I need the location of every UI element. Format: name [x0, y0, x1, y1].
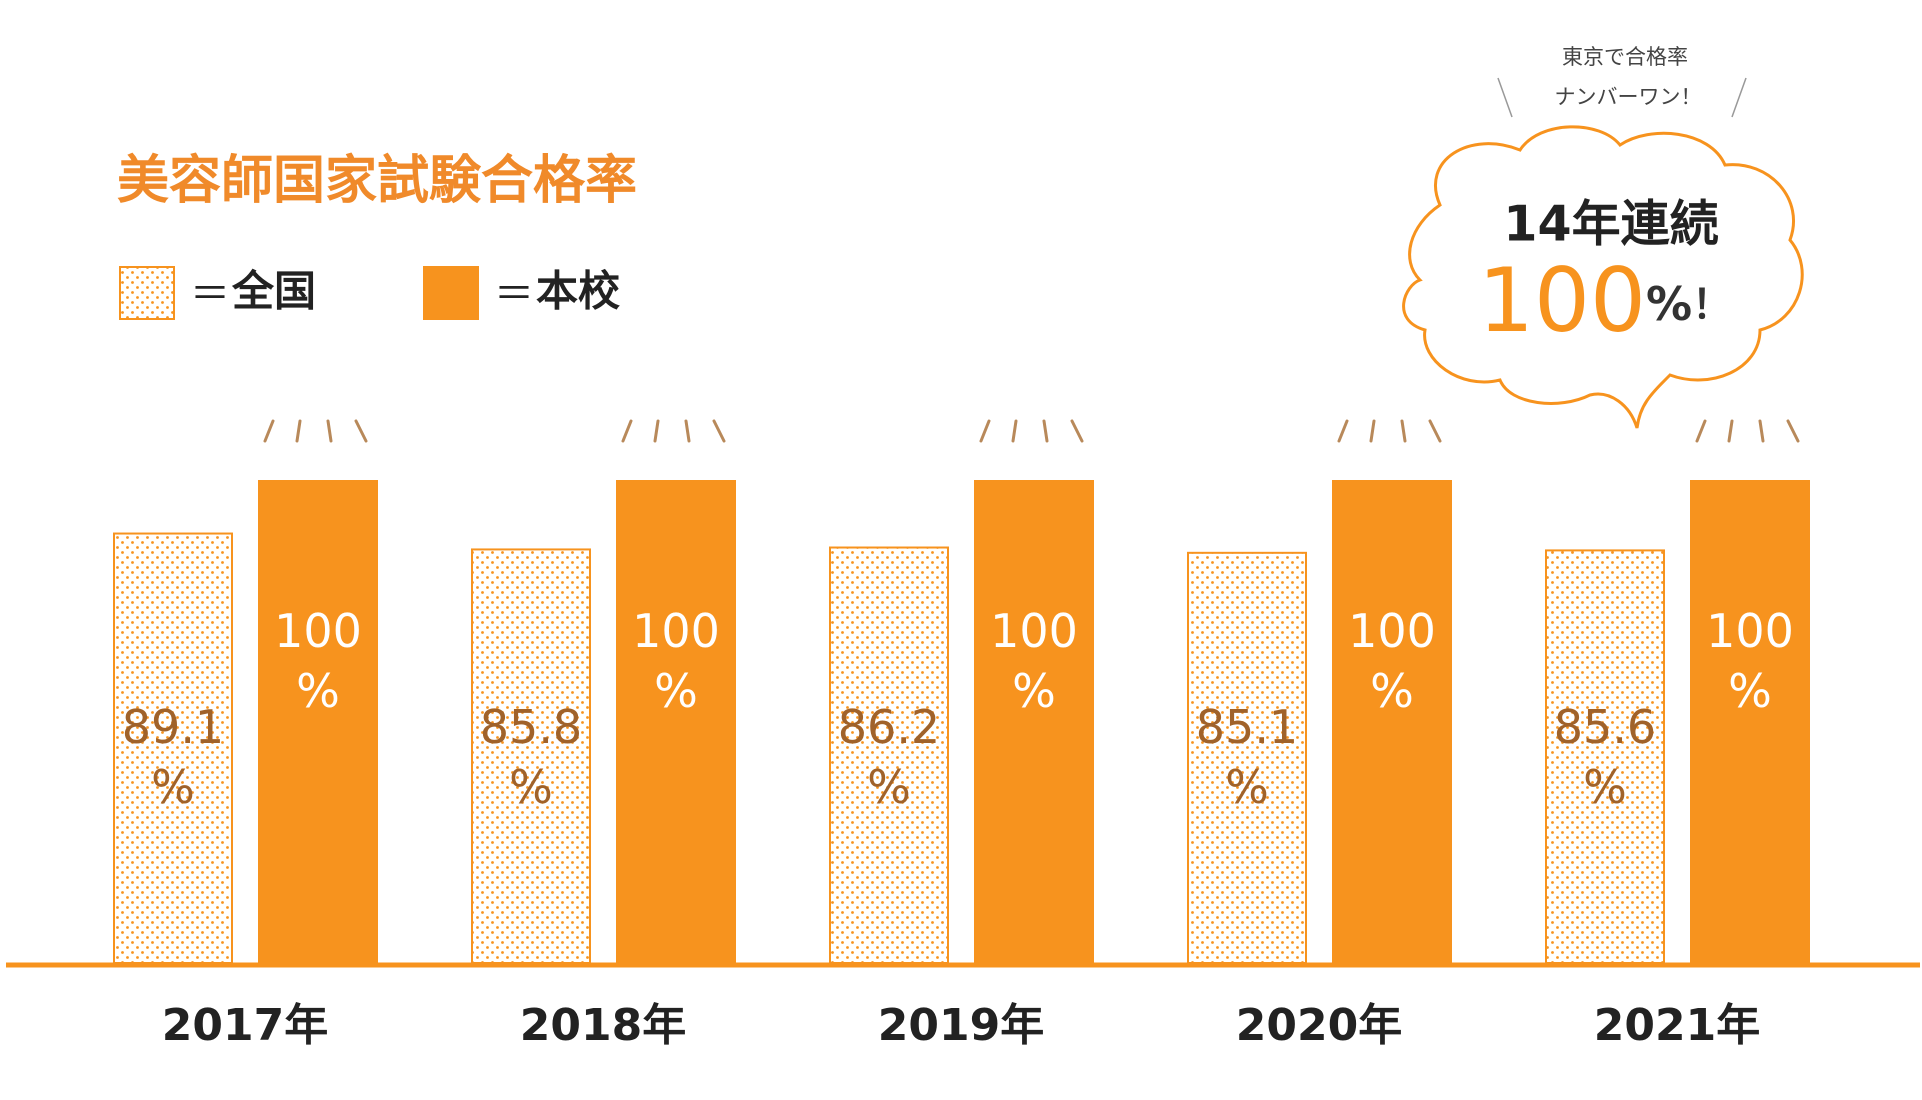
badge-line2: 100%！: [1478, 249, 1732, 352]
value-label-unit: %: [1012, 664, 1056, 718]
value-label-unit: %: [1728, 664, 1772, 718]
sparkle-stroke: [354, 419, 368, 443]
bar: [113, 532, 233, 965]
value-label-unit: %: [509, 760, 553, 814]
sparkle-stroke: [653, 419, 660, 443]
sparkle-stroke: [1042, 419, 1049, 443]
value-label-unit: %: [151, 760, 195, 814]
x-tick-label: 2018年: [520, 1000, 686, 1051]
legend-label: 全国: [231, 267, 316, 316]
callout-stroke: [1731, 77, 1747, 118]
x-tick-label: 2017年: [162, 1000, 328, 1051]
sparkle-stroke: [1786, 419, 1800, 443]
sparkle-stroke: [326, 419, 333, 443]
badge-exclaim: ！: [1692, 282, 1732, 328]
value-label: 100%: [632, 604, 720, 718]
value-label-number: 89.1: [122, 700, 224, 754]
sparkle-stroke: [1758, 419, 1765, 443]
value-label: 100%: [990, 604, 1078, 718]
bar: [1332, 480, 1452, 964]
x-tick-label: 2019年: [878, 1000, 1044, 1051]
value-label-number: 85.6: [1554, 700, 1656, 754]
sparkle-stroke: [1428, 419, 1442, 443]
value-label: 89.1%: [122, 700, 224, 814]
x-tick-label: 2020年: [1236, 1000, 1402, 1051]
legend-swatch: [119, 266, 175, 320]
chart-title: 美容師国家試験合格率: [117, 151, 637, 211]
sparkle-stroke: [621, 419, 633, 443]
sparkle-stroke: [1695, 419, 1707, 443]
value-label: 85.6%: [1554, 700, 1656, 814]
value-label-number: 100: [632, 604, 720, 658]
value-label: 85.8%: [480, 700, 582, 814]
callout-line2: ナンバーワン！: [1555, 85, 1702, 109]
sparkle-stroke: [1727, 419, 1734, 443]
bar: [471, 548, 591, 964]
sparkle-stroke: [1337, 419, 1349, 443]
value-label-number: 100: [1348, 604, 1436, 658]
legend-swatch: [423, 266, 479, 320]
sparkle-stroke: [1369, 419, 1376, 443]
callout-stroke: [1497, 77, 1513, 118]
value-label-number: 100: [1706, 604, 1794, 658]
sparkle-stroke: [263, 419, 275, 443]
callout-line1: 東京で合格率: [1562, 45, 1688, 69]
value-label-number: 86.2: [838, 700, 940, 754]
value-label: 86.2%: [838, 700, 940, 814]
value-label-unit: %: [1370, 664, 1414, 718]
value-label-unit: %: [654, 664, 698, 718]
bar: [258, 480, 378, 964]
legend-joiner: ＝: [494, 271, 534, 317]
value-label-unit: %: [1583, 760, 1627, 814]
sparkle-stroke: [1011, 419, 1018, 443]
value-label: 85.1%: [1196, 700, 1298, 814]
value-label-number: 100: [274, 604, 362, 658]
sparkle-stroke: [1070, 419, 1084, 443]
sparkle-stroke: [684, 419, 691, 443]
value-label-unit: %: [1225, 760, 1269, 814]
bar: [1187, 551, 1307, 964]
legend-label: 本校: [536, 267, 620, 316]
value-label-number: 85.1: [1196, 700, 1298, 754]
badge-number: 100: [1478, 249, 1646, 352]
value-label: 100%: [1706, 604, 1794, 718]
sparkle-stroke: [979, 419, 991, 443]
legend-joiner: ＝: [190, 271, 230, 317]
x-tick-label: 2021年: [1594, 1000, 1760, 1051]
value-label-unit: %: [296, 664, 340, 718]
bar: [974, 480, 1094, 964]
value-label: 100%: [1348, 604, 1436, 718]
bar: [616, 480, 736, 964]
bar: [1545, 549, 1665, 965]
bar: [1690, 480, 1810, 964]
value-label-unit: %: [867, 760, 911, 814]
badge-unit: %: [1646, 277, 1692, 331]
bar: [829, 546, 949, 964]
value-label: 100%: [274, 604, 362, 718]
value-label-number: 85.8: [480, 700, 582, 754]
sparkle-stroke: [295, 419, 302, 443]
badge-line1: 14年連続: [1503, 196, 1718, 253]
sparkle-stroke: [712, 419, 726, 443]
value-label-number: 100: [990, 604, 1078, 658]
sparkle-stroke: [1400, 419, 1407, 443]
badge-cloud: [1402, 125, 1804, 429]
